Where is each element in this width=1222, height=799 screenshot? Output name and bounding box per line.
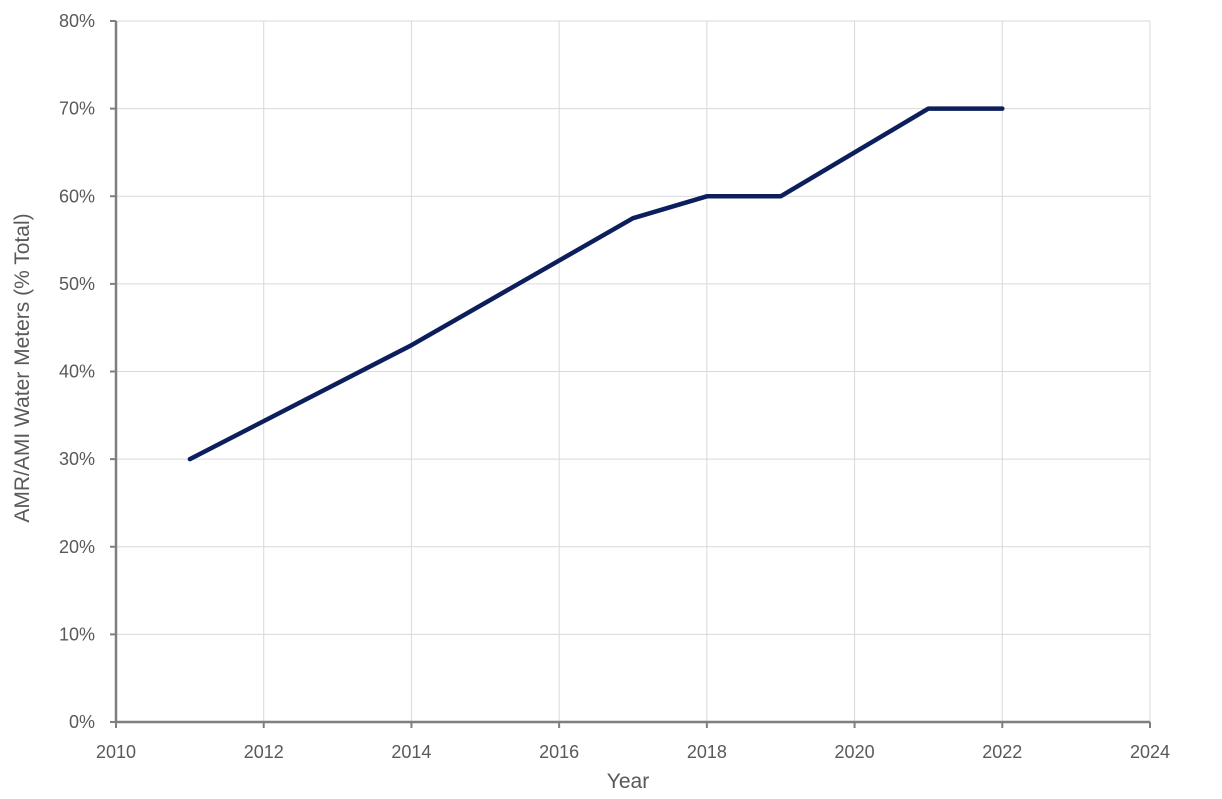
gridlines [116,20,1151,722]
y-axis-title: AMR/AMI Water Meters (% Total) [11,213,34,522]
x-tick-label: 2010 [96,742,136,762]
x-tick-label: 2016 [539,742,579,762]
x-tick-label: 2022 [982,742,1022,762]
y-tick-label: 0% [69,712,95,732]
x-tick-label: 2018 [687,742,727,762]
y-tick-label: 30% [59,449,95,469]
axes [110,20,1151,728]
y-tick-label: 70% [59,99,95,119]
x-axis-title: Year [607,770,649,793]
x-tick-label: 2012 [244,742,284,762]
x-tick-label: 2014 [391,742,431,762]
tick-labels: 0% 10% 20% 30% 40% 50% 60% 70% 80% 2010 2012 2014 20… [59,11,1170,762]
y-tick-label: 60% [59,186,95,206]
x-tick-label: 2020 [835,742,875,762]
y-tick-label: 10% [59,624,95,644]
series-layer [187,106,1005,462]
y-tick-label: 20% [59,537,95,557]
y-tick-label: 50% [59,274,95,294]
y-tick-label: 80% [59,11,95,31]
x-tick-label: 2024 [1130,742,1170,762]
y-tick-label: 40% [59,362,95,382]
